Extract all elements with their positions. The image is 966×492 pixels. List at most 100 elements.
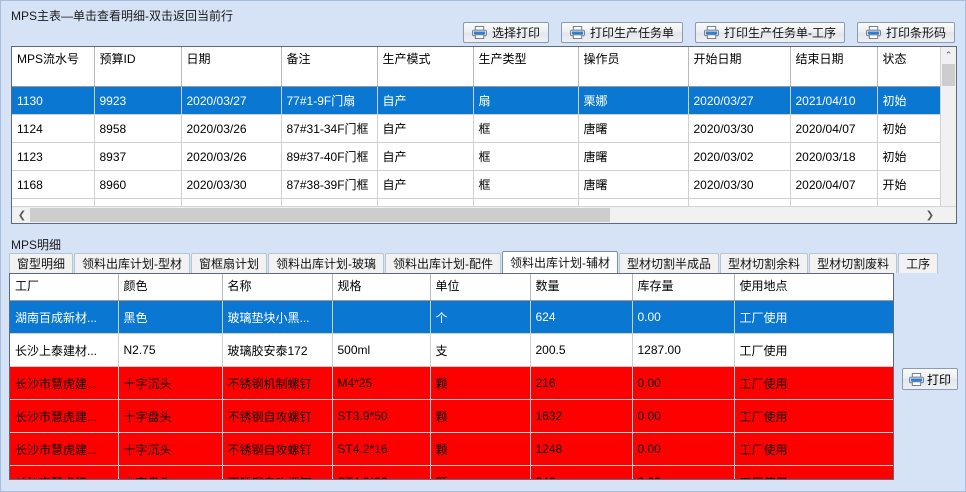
table-cell[interactable]: 长沙市慧虎建... <box>10 366 119 400</box>
table-cell[interactable]: 十字沉头 <box>118 366 223 400</box>
table-cell[interactable]: 唐曙 <box>578 114 689 143</box>
table-cell[interactable]: 初始 <box>877 86 943 115</box>
table-cell[interactable]: 2020/03/27 <box>181 86 282 115</box>
table-cell[interactable]: 不锈钢自攻螺钉 <box>222 465 333 479</box>
master-column-header[interactable]: 日期 <box>181 47 282 87</box>
table-cell[interactable]: 颗 <box>430 366 531 400</box>
table-cell[interactable]: 8960 <box>94 170 182 199</box>
tab-5[interactable]: 领料出库计划-辅材 <box>502 251 619 273</box>
table-cell[interactable]: 颗 <box>430 399 531 433</box>
detail-column-header[interactable]: 库存量 <box>632 274 735 301</box>
table-cell[interactable]: 不锈钢自攻螺钉 <box>222 399 333 433</box>
table-row[interactable]: 1130 9923 2020/03/27 77#1-9F门扇 自产扇栗娜 2020/03/… <box>12 86 943 115</box>
table-cell[interactable]: 长沙市慧虎建... <box>10 399 119 433</box>
print-production-order-process-button[interactable]: 打印生产任务单-工序 <box>694 22 845 43</box>
scroll-left-icon[interactable]: ❮ <box>17 209 27 221</box>
table-row[interactable]: 长沙上泰建材... N2.75 玻璃胶安泰172 500ml 支 200.5 1287.00… <box>10 333 893 367</box>
table-cell[interactable]: 2020/03/26 <box>181 114 282 143</box>
table-cell[interactable]: 200.5 <box>530 333 633 367</box>
scroll-up-icon[interactable]: ⌃ <box>944 49 953 60</box>
table-cell[interactable]: 8958 <box>94 114 182 143</box>
table-cell[interactable]: 8937 <box>94 142 182 171</box>
table-cell[interactable]: 栗娜 <box>578 86 689 115</box>
table-cell[interactable]: 工厂使用 <box>734 432 893 466</box>
table-cell[interactable]: 十字盘头 <box>118 465 223 479</box>
table-cell[interactable]: ST3.9*50 <box>332 399 431 433</box>
table-row[interactable]: 长沙市慧虎建... 十字盘头 不锈钢自攻螺钉 ST3.9*50 颗 1632 0.00 工厂使… <box>10 399 893 433</box>
table-cell[interactable]: 自产 <box>377 86 474 115</box>
table-cell[interactable]: 初始 <box>877 142 943 171</box>
table-cell[interactable]: 工厂使用 <box>734 399 893 433</box>
detail-column-header[interactable]: 规格 <box>332 274 431 301</box>
master-column-header[interactable]: 状态 <box>877 47 943 87</box>
master-column-header[interactable]: 操作员 <box>578 47 689 87</box>
table-cell[interactable]: 颗 <box>430 432 531 466</box>
detail-column-header[interactable]: 使用地点 <box>734 274 893 301</box>
master-vertical-scrollbar[interactable]: ⌃ ⌄ <box>940 47 956 223</box>
table-cell[interactable]: ST4.2*16 <box>332 432 431 466</box>
table-cell[interactable]: 唐曙 <box>578 142 689 171</box>
table-cell[interactable]: 0.00 <box>632 399 735 433</box>
table-cell[interactable]: 颗 <box>430 465 531 479</box>
table-cell[interactable]: 十字盘头 <box>118 399 223 433</box>
detail-print-button[interactable]: 打印 <box>902 368 959 390</box>
table-row[interactable]: 1168 8960 2020/03/30 87#38-39F门框 自产框唐曙 2020/0… <box>12 170 943 199</box>
table-cell[interactable]: 0.00 <box>632 432 735 466</box>
table-cell[interactable]: 1124 <box>12 114 95 143</box>
table-cell[interactable]: 框 <box>473 142 579 171</box>
table-cell[interactable]: 840 <box>530 465 633 479</box>
tab-0[interactable]: 窗型明细 <box>9 253 74 273</box>
tab-9[interactable]: 工序 <box>898 253 939 273</box>
table-row[interactable]: 长沙市慧虎建... 十字沉头 不锈钢自攻螺钉 ST4.2*16 颗 1248 0.00 工厂使… <box>10 432 893 466</box>
table-cell[interactable]: 开始 <box>877 170 943 199</box>
table-cell[interactable]: 十字沉头 <box>118 432 223 466</box>
table-cell[interactable]: 87#38-39F门框 <box>281 170 378 199</box>
table-cell[interactable]: 长沙市慧虎建... <box>10 465 119 479</box>
detail-column-header[interactable]: 颜色 <box>118 274 223 301</box>
table-cell[interactable]: 2020/04/07 <box>790 114 878 143</box>
horizontal-scroll-thumb[interactable] <box>30 208 610 222</box>
table-cell[interactable]: 自产 <box>377 142 474 171</box>
select-print-button[interactable]: 选择打印 <box>462 22 549 43</box>
print-barcode-button[interactable]: 打印条形码 <box>856 22 955 43</box>
table-cell[interactable]: 2020/03/27 <box>688 86 791 115</box>
table-cell[interactable]: 500ml <box>332 333 431 367</box>
table-row[interactable]: 湖南百成新材... 黑色 玻璃垫块小黑... 个 624 0.00 工厂使用 <box>10 300 893 334</box>
tab-3[interactable]: 领料出库计划-玻璃 <box>268 253 385 273</box>
table-cell[interactable]: 框 <box>473 170 579 199</box>
table-cell[interactable]: 初始 <box>877 114 943 143</box>
table-cell[interactable]: 1130 <box>12 86 95 115</box>
tab-8[interactable]: 型材切割废料 <box>809 253 898 273</box>
detail-column-header[interactable]: 工厂 <box>10 274 119 301</box>
table-cell[interactable]: 工厂使用 <box>734 333 893 367</box>
master-column-header[interactable]: MPS流水号 <box>12 47 95 87</box>
detail-column-header[interactable]: 单位 <box>430 274 531 301</box>
table-cell[interactable]: 77#1-9F门扇 <box>281 86 378 115</box>
table-cell[interactable]: 1632 <box>530 399 633 433</box>
table-cell[interactable]: 玻璃垫块小黑... <box>222 300 333 334</box>
table-cell[interactable]: 唐曙 <box>578 170 689 199</box>
vertical-scroll-thumb[interactable] <box>942 64 955 86</box>
detail-grid[interactable]: 工厂 颜色 名称 规格 单位 数量 库存量 使用地点 湖南百成新材... 黑色 玻璃垫块小黑...… <box>9 273 894 480</box>
table-cell[interactable]: 1248 <box>530 432 633 466</box>
print-production-order-button[interactable]: 打印生产任务单 <box>560 22 683 43</box>
master-horizontal-scrollbar[interactable]: ❮ ❯ <box>12 206 956 223</box>
table-cell[interactable]: N2.75 <box>118 333 223 367</box>
table-cell[interactable]: 个 <box>430 300 531 334</box>
table-cell[interactable]: 2020/04/07 <box>790 170 878 199</box>
table-cell[interactable]: 工厂使用 <box>734 366 893 400</box>
master-grid[interactable]: MPS流水号 预算ID 日期 备注 生产模式 生产类型 操作员 开始日期 结束日期 状态 1130… <box>11 46 957 224</box>
tab-6[interactable]: 型材切割半成品 <box>619 253 720 273</box>
table-cell[interactable]: 2020/03/30 <box>688 170 791 199</box>
master-column-header[interactable]: 预算ID <box>94 47 182 87</box>
table-row[interactable]: 1124 8958 2020/03/26 87#31-34F门框 自产框唐曙 2020/0… <box>12 114 943 143</box>
table-cell[interactable]: 自产 <box>377 170 474 199</box>
table-cell[interactable]: 自产 <box>377 114 474 143</box>
table-cell[interactable]: 扇 <box>473 86 579 115</box>
tab-7[interactable]: 型材切割余料 <box>720 253 809 273</box>
table-cell[interactable]: M4*25 <box>332 366 431 400</box>
table-cell[interactable]: 89#37-40F门框 <box>281 142 378 171</box>
tab-2[interactable]: 窗框扇计划 <box>191 253 268 273</box>
table-cell[interactable]: 1123 <box>12 142 95 171</box>
table-cell[interactable]: 玻璃胶安泰172 <box>222 333 333 367</box>
